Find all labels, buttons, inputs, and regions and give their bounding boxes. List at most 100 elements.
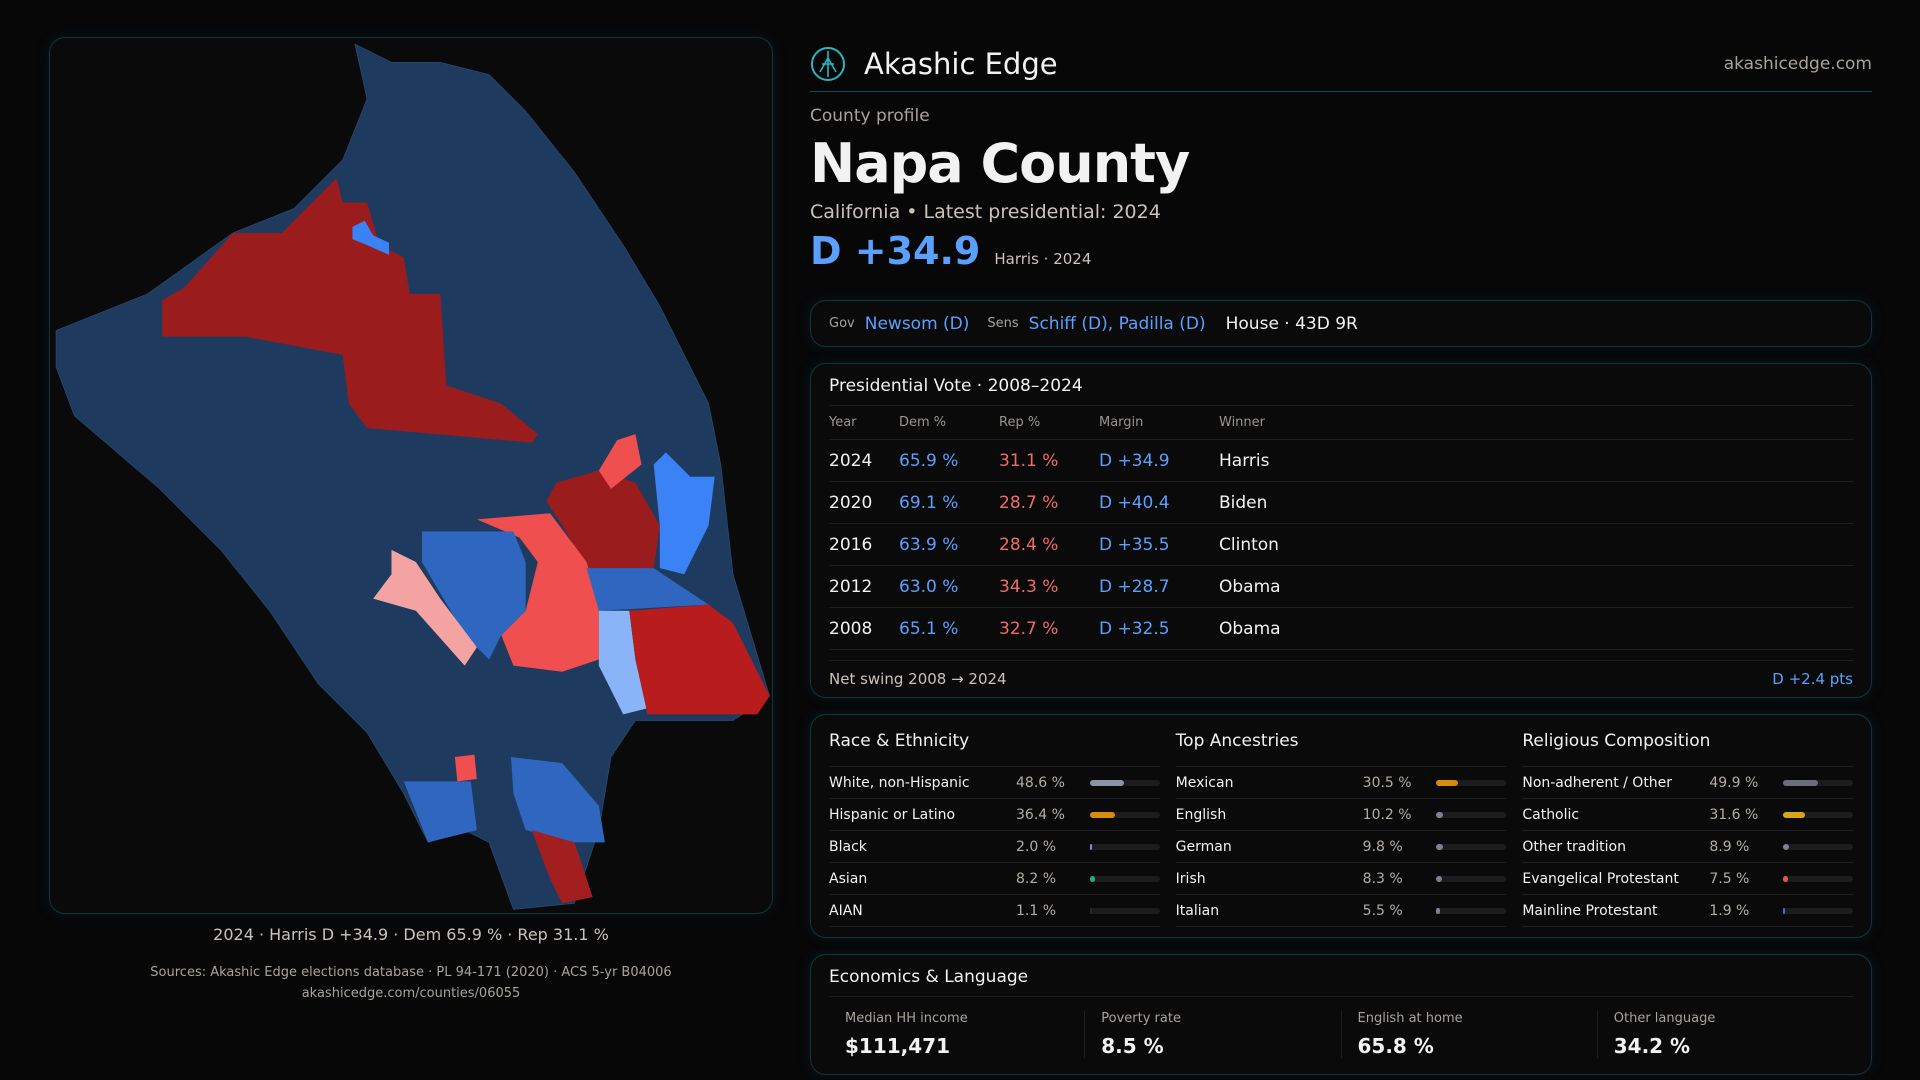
economics-title: Economics & Language — [829, 967, 1853, 997]
cell-dem: 69.1 % — [899, 492, 959, 513]
item-value: 49.9 % — [1709, 774, 1759, 791]
list-item: Mexican 30.5 % — [1175, 767, 1507, 799]
item-label: White, non-Hispanic — [829, 774, 970, 791]
item-label: Evangelical Protestant — [1522, 870, 1679, 887]
demographic-section: Religious Composition Non-adherent / Othe… — [1522, 727, 1854, 927]
share-bar — [1436, 875, 1507, 882]
share-bar — [1436, 907, 1507, 914]
share-bar — [1089, 843, 1160, 850]
column-header: Dem % — [899, 415, 947, 430]
presidential-vote-card: Presidential Vote · 2008–2024 Year Dem % R… — [810, 363, 1872, 698]
item-value: 1.9 % — [1709, 902, 1750, 919]
item-value: 8.2 % — [1016, 870, 1057, 887]
stat-value: 8.5 % — [1101, 1034, 1164, 1058]
item-label: Catholic — [1522, 806, 1580, 823]
header: Akashic Edge akashicedge.com — [810, 36, 1872, 92]
stat-value: 65.8 % — [1357, 1034, 1434, 1058]
cell-margin: D +40.4 — [1099, 492, 1170, 513]
cell-margin: D +28.7 — [1099, 576, 1170, 597]
list-item: Catholic 31.6 % — [1522, 799, 1854, 831]
table-row: 2024 65.9 % 31.1 % D +34.9 Harris — [829, 440, 1853, 482]
demographic-section: Top Ancestries Mexican 30.5 % English 10.2 %… — [1175, 727, 1507, 927]
cell-year: 2024 — [829, 450, 873, 471]
list-item: Italian 5.5 % — [1175, 895, 1507, 927]
item-label: Irish — [1175, 870, 1206, 887]
cell-rep: 31.1 % — [999, 450, 1059, 471]
precinct-d-small — [352, 220, 390, 255]
swing-value: D +2.4 pts — [1772, 669, 1853, 688]
list-item: Hispanic or Latino 36.4 % — [829, 799, 1160, 831]
sources-note: Sources: Akashic Edge elections database… — [49, 962, 773, 1004]
map-caption: 2024 · Harris D +34.9 · Dem 65.9 % · Rep… — [213, 925, 609, 944]
share-bar — [1436, 779, 1507, 786]
table-row: 2012 63.0 % 34.3 % D +28.7 Obama — [829, 566, 1853, 608]
cell-winner: Clinton — [1219, 534, 1279, 555]
list-item: Asian 8.2 % — [829, 863, 1160, 895]
section-title: Top Ancestries — [1175, 727, 1507, 767]
subtitle: California • Latest presidential: 2024 — [810, 201, 1161, 223]
presidential-table: Year Dem % Rep % Margin Winner 2024 65.9 % 31.1… — [829, 406, 1853, 650]
cell-year: 2016 — [829, 534, 873, 555]
stat-tile: English at home 65.8 % — [1340, 1011, 1597, 1058]
cell-margin: D +35.5 — [1099, 534, 1170, 555]
precinct-d-southwest — [403, 781, 477, 843]
headline-margin: D +34.9 — [810, 229, 981, 273]
akashic-sigil-icon — [811, 46, 845, 81]
list-item: Black 2.0 % — [829, 831, 1160, 863]
item-value: 36.4 % — [1016, 806, 1065, 823]
cell-dem: 63.9 % — [899, 534, 959, 555]
item-value: 8.9 % — [1709, 838, 1750, 855]
table-row: 2008 65.1 % 32.7 % D +32.5 Obama — [829, 608, 1853, 650]
column-header: Year — [829, 415, 857, 430]
list-item: AIAN 1.1 % — [829, 895, 1160, 927]
swing-label: Net swing 2008 → 2024 — [829, 669, 1007, 688]
stat-tile: Poverty rate 8.5 % — [1084, 1011, 1340, 1058]
profile-header: County profile Napa County California • … — [810, 106, 1872, 273]
governor: Newsom (D) — [864, 313, 970, 334]
item-value: 2.0 % — [1016, 838, 1057, 855]
list-item: English 10.2 % — [1175, 799, 1507, 831]
share-bar — [1089, 811, 1160, 818]
precinct-map[interactable] — [49, 37, 773, 914]
cell-margin: D +34.9 — [1099, 450, 1170, 471]
precinct-r-south — [531, 830, 593, 904]
item-value: 30.5 % — [1362, 774, 1412, 791]
cell-rep: 34.3 % — [999, 576, 1059, 597]
item-value: 10.2 % — [1362, 806, 1412, 823]
cell-margin: D +32.5 — [1099, 618, 1170, 639]
item-value: 5.5 % — [1362, 902, 1403, 919]
item-value: 8.3 % — [1362, 870, 1403, 887]
share-bar — [1783, 907, 1854, 914]
precinct-r-center — [476, 513, 599, 672]
precinct-r-north — [162, 178, 538, 443]
sources-line: Sources: Akashic Edge elections database… — [150, 965, 672, 980]
item-value: 48.6 % — [1016, 774, 1065, 791]
demographic-section: Race & Ethnicity White, non-Hispanic 48.6 … — [829, 727, 1160, 927]
list-item: Non-adherent / Other 49.9 % — [1522, 767, 1854, 799]
item-value: 1.1 % — [1016, 902, 1057, 919]
stat-label: Median HH income — [845, 1011, 968, 1026]
item-label: Mexican — [1175, 774, 1234, 791]
site-link[interactable]: akashicedge.com — [1723, 53, 1872, 74]
cell-year: 2020 — [829, 492, 873, 513]
list-item: White, non-Hispanic 48.6 % — [829, 767, 1160, 799]
cell-dem: 65.9 % — [899, 450, 959, 471]
stat-value: 34.2 % — [1613, 1034, 1691, 1058]
share-bar — [1436, 811, 1507, 818]
list-item: Other tradition 8.9 % — [1522, 831, 1854, 863]
source-url[interactable]: akashicedge.com/counties/06055 — [301, 986, 521, 1001]
precinct-d-east — [653, 452, 715, 575]
cell-year: 2008 — [829, 618, 873, 639]
cell-dem: 65.1 % — [899, 618, 959, 639]
senators: Schiff (D), Padilla (D) — [1028, 313, 1206, 334]
cell-year: 2012 — [829, 576, 873, 597]
item-label: Non-adherent / Other — [1522, 774, 1673, 791]
page-title: Napa County — [810, 132, 1190, 195]
share-bar — [1783, 779, 1854, 786]
item-label: Mainline Protestant — [1522, 902, 1658, 919]
stat-tile: Median HH income $111,471 — [829, 1011, 1084, 1058]
stat-tile: Other language 34.2 % — [1596, 1011, 1853, 1058]
column-header: Rep % — [999, 415, 1041, 430]
map-svg — [55, 43, 770, 910]
cell-winner: Obama — [1219, 576, 1281, 597]
